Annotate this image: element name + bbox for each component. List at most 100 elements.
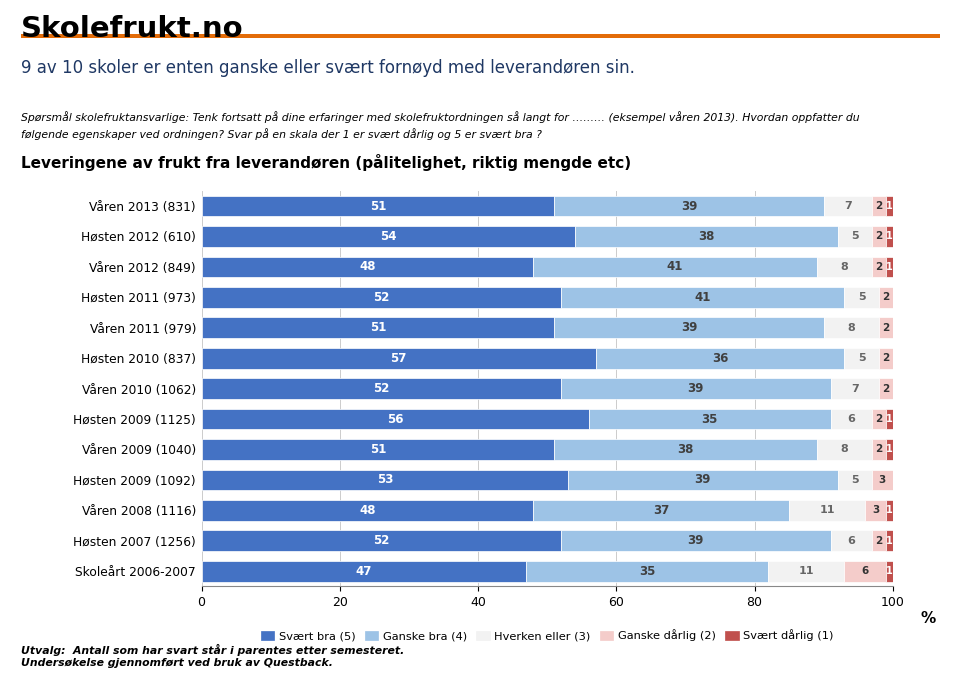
Text: 6: 6 <box>861 566 869 576</box>
Bar <box>886 500 893 520</box>
Text: 2: 2 <box>876 414 882 424</box>
Text: 2: 2 <box>876 444 882 455</box>
Bar <box>879 378 893 399</box>
Text: 2: 2 <box>882 384 890 393</box>
Bar <box>575 226 837 247</box>
Text: Undersøkelse gjennomført ved bruk av Questback.: Undersøkelse gjennomført ved bruk av Que… <box>21 658 333 668</box>
Text: 48: 48 <box>359 260 375 273</box>
Text: 41: 41 <box>694 291 711 304</box>
Bar <box>202 470 568 490</box>
Bar <box>554 317 824 338</box>
Text: 8: 8 <box>841 444 849 455</box>
Bar <box>202 530 561 551</box>
Text: følgende egenskaper ved ordningen? Svar på en skala der 1 er svært dårlig og 5 e: følgende egenskaper ved ordningen? Svar … <box>21 128 542 140</box>
Text: 39: 39 <box>687 534 704 548</box>
Text: 51: 51 <box>370 321 386 335</box>
Bar <box>830 378 879 399</box>
Bar <box>830 530 872 551</box>
Text: 6: 6 <box>848 414 855 424</box>
Bar <box>534 500 789 520</box>
Bar <box>837 470 872 490</box>
Bar <box>824 196 872 217</box>
Text: 9 av 10 skoler er enten ganske eller svært fornøyd med leverandøren sin.: 9 av 10 skoler er enten ganske eller svæ… <box>21 59 635 77</box>
Bar <box>202 348 595 369</box>
Text: 35: 35 <box>702 412 718 425</box>
Text: 54: 54 <box>380 230 396 243</box>
Bar <box>886 196 893 217</box>
Text: 57: 57 <box>391 352 407 365</box>
Text: 51: 51 <box>370 443 386 456</box>
Text: 1: 1 <box>886 505 893 516</box>
Text: 1: 1 <box>886 536 893 545</box>
Text: 5: 5 <box>858 292 866 303</box>
Bar <box>588 409 830 430</box>
Text: 2: 2 <box>876 262 882 272</box>
Bar <box>768 561 845 582</box>
Bar <box>845 348 879 369</box>
Text: Spørsmål skolefruktansvarlige: Tenk fortsatt på dine erfaringer med skolefruktor: Spørsmål skolefruktansvarlige: Tenk fort… <box>21 111 860 123</box>
Bar <box>202 561 526 582</box>
Text: 48: 48 <box>359 504 375 517</box>
Text: 53: 53 <box>376 473 393 486</box>
Bar <box>561 530 830 551</box>
Bar <box>872 226 886 247</box>
Legend: Svært bra (5), Ganske bra (4), Hverken eller (3), Ganske dårlig (2), Svært dårli: Svært bra (5), Ganske bra (4), Hverken e… <box>256 625 838 646</box>
Text: 1: 1 <box>886 262 893 272</box>
Bar <box>886 226 893 247</box>
Bar <box>526 561 768 582</box>
Bar <box>202 317 554 338</box>
Bar <box>202 257 534 278</box>
Bar <box>561 378 830 399</box>
Text: 8: 8 <box>841 262 849 272</box>
Bar <box>879 287 893 307</box>
Text: 51: 51 <box>370 200 386 212</box>
Bar <box>886 409 893 430</box>
Bar <box>886 561 893 582</box>
Text: 8: 8 <box>848 323 855 333</box>
Bar <box>886 439 893 460</box>
Text: Skolefrukt.no: Skolefrukt.no <box>21 15 244 43</box>
Text: 38: 38 <box>698 230 714 243</box>
Text: 2: 2 <box>882 323 890 333</box>
Bar <box>865 500 886 520</box>
Bar <box>202 196 554 217</box>
Text: 5: 5 <box>851 232 858 242</box>
Text: 35: 35 <box>639 565 656 577</box>
Bar <box>872 257 886 278</box>
Text: 52: 52 <box>373 291 390 304</box>
Bar <box>879 317 893 338</box>
Text: 52: 52 <box>373 534 390 548</box>
Text: Leveringene av frukt fra leverandøren (pålitelighet, riktig mengde etc): Leveringene av frukt fra leverandøren (p… <box>21 154 632 171</box>
Bar <box>872 196 886 217</box>
Bar <box>824 317 879 338</box>
Bar <box>202 439 554 460</box>
Bar <box>561 287 845 307</box>
Text: 1: 1 <box>886 444 893 455</box>
Bar <box>789 500 865 520</box>
Text: 7: 7 <box>844 201 852 211</box>
Text: 1: 1 <box>886 232 893 242</box>
Text: 38: 38 <box>677 443 694 456</box>
Bar <box>817 257 872 278</box>
Bar <box>879 348 893 369</box>
Text: 39: 39 <box>694 473 711 486</box>
Text: Utvalg:  Antall som har svart står i parentes etter semesteret.: Utvalg: Antall som har svart står i pare… <box>21 644 404 656</box>
Bar <box>837 226 872 247</box>
Text: 3: 3 <box>878 475 886 485</box>
Bar <box>202 409 588 430</box>
Text: 39: 39 <box>681 200 697 212</box>
Bar <box>872 530 886 551</box>
Bar <box>202 287 561 307</box>
Text: 37: 37 <box>653 504 669 517</box>
Bar <box>872 470 893 490</box>
Text: 2: 2 <box>882 292 890 303</box>
Bar <box>845 561 886 582</box>
Text: 2: 2 <box>876 536 882 545</box>
Bar <box>595 348 845 369</box>
Bar <box>202 378 561 399</box>
Text: 47: 47 <box>356 565 372 577</box>
Text: 36: 36 <box>711 352 729 365</box>
Bar <box>872 439 886 460</box>
Bar <box>202 226 575 247</box>
Text: 11: 11 <box>820 505 835 516</box>
